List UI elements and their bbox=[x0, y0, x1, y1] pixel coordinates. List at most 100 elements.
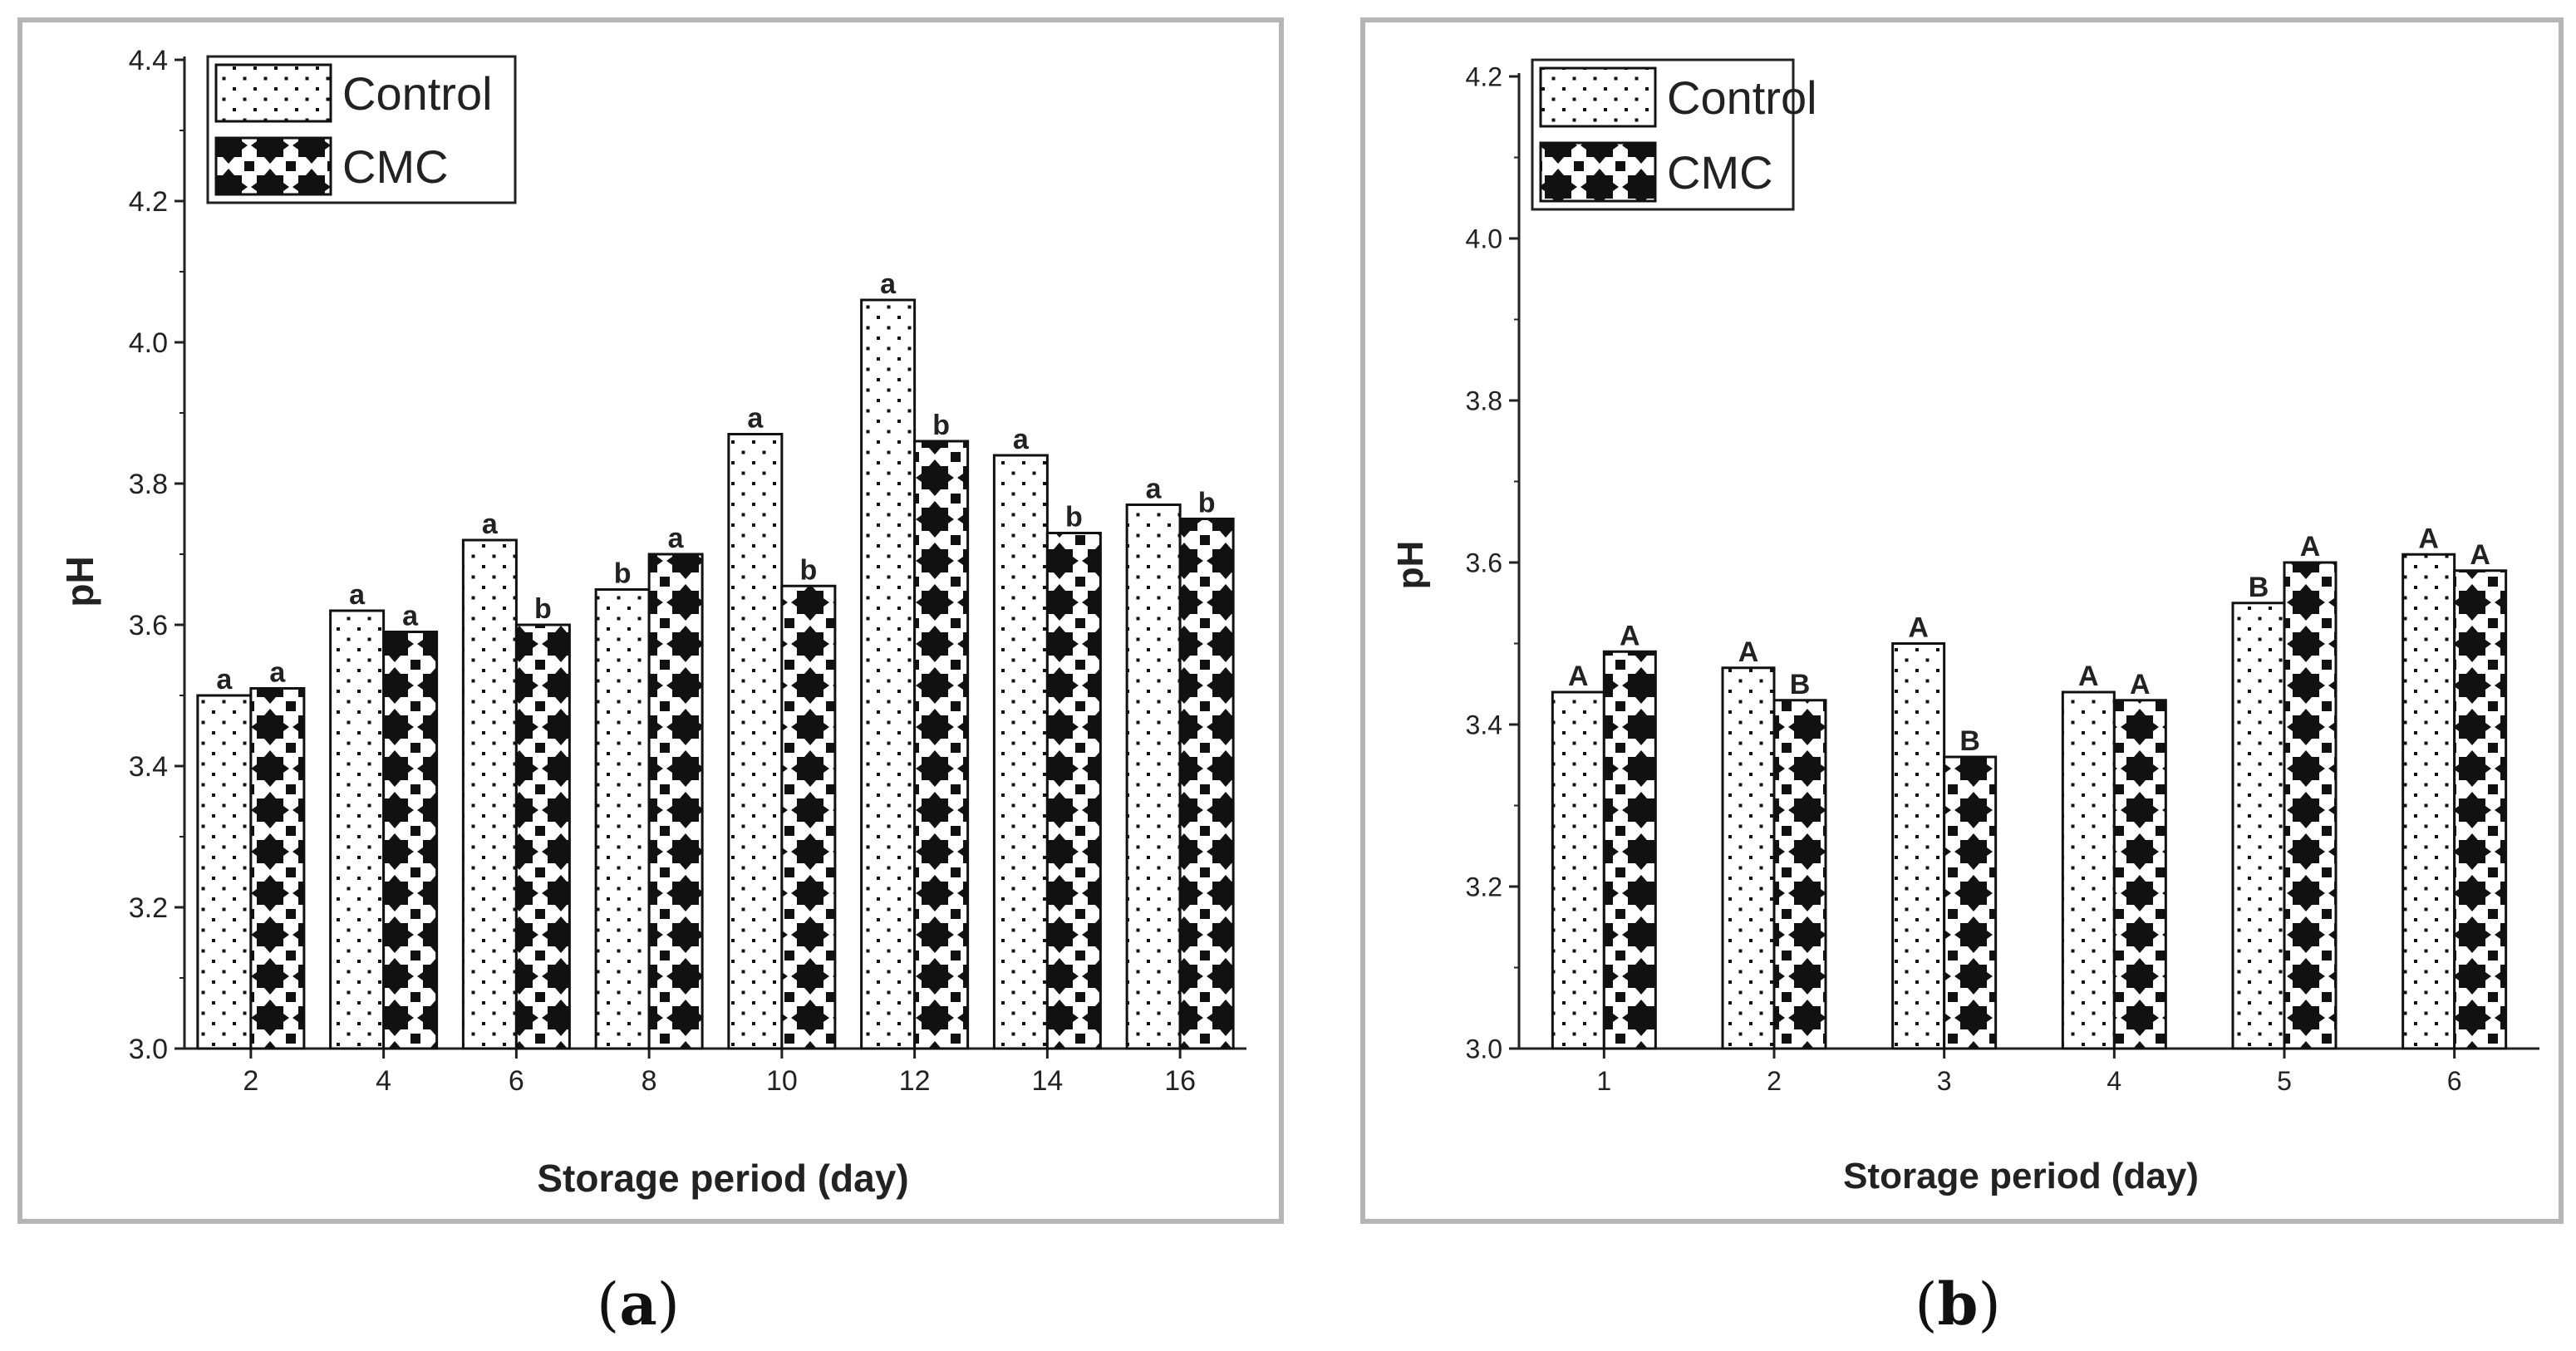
legend-swatch-cmc bbox=[1539, 141, 1657, 203]
bar-cmc-12 bbox=[913, 440, 970, 1050]
y-tick-label: 3.4 bbox=[1466, 710, 1502, 740]
x-tick-label: 14 bbox=[1031, 1065, 1063, 1097]
significance-label: B bbox=[1790, 669, 1811, 700]
legend-swatch-control bbox=[1539, 66, 1657, 128]
significance-label: a bbox=[1146, 474, 1163, 505]
panel-a-legend: Control CMC bbox=[206, 55, 517, 204]
bar-cmc-2 bbox=[1772, 699, 1827, 1050]
bar-cmc-8 bbox=[647, 553, 704, 1050]
panel-b-caption: (b) bbox=[1915, 1270, 2001, 1339]
panel-b-axes: 3.0 3.2 3.4 3.6 3.8 4.0 4.2 1 2 3 4 5 6 bbox=[1466, 62, 2539, 1096]
bar-control-10 bbox=[727, 433, 784, 1050]
bar-cmc-3 bbox=[1943, 755, 1998, 1050]
x-tick-label: 3 bbox=[1937, 1066, 1952, 1096]
significance-label: a bbox=[216, 664, 233, 695]
x-tick-label: 6 bbox=[2447, 1066, 2462, 1096]
y-tick-label: 4.2 bbox=[1466, 62, 1502, 92]
bar-cmc-10 bbox=[780, 584, 837, 1050]
bar-control-6 bbox=[2401, 553, 2456, 1050]
y-tick-label: 4.2 bbox=[129, 186, 168, 218]
legend-label-cmc: CMC bbox=[1667, 146, 1773, 199]
significance-label: A bbox=[2470, 539, 2490, 571]
x-tick-label: 12 bbox=[899, 1065, 931, 1097]
legend-label-cmc: CMC bbox=[342, 140, 449, 193]
bar-cmc-1 bbox=[1602, 650, 1657, 1050]
bar-cmc-16 bbox=[1178, 518, 1235, 1050]
panel-b-frame bbox=[1360, 17, 2564, 1224]
bar-control-12 bbox=[860, 298, 917, 1050]
panel-a: 3.03.23.43.63.84.04.24.42 4 6 8 10 12 14 16 a aa… bbox=[17, 17, 1284, 1339]
bar-cmc-6 bbox=[2453, 569, 2508, 1050]
bar-cmc-4 bbox=[382, 631, 439, 1050]
significance-label: A bbox=[2130, 669, 2151, 700]
significance-label: a bbox=[668, 523, 685, 554]
significance-label: b bbox=[1198, 488, 1216, 519]
panel-a-y-axis-label: pH bbox=[58, 556, 101, 607]
bar-cmc-5 bbox=[2283, 561, 2338, 1050]
bar-control-16 bbox=[1125, 504, 1182, 1050]
legend-label-control: Control bbox=[342, 67, 493, 120]
bar-control-6 bbox=[461, 538, 518, 1050]
bar-control-1 bbox=[1551, 690, 1605, 1050]
y-tick-label: 4.0 bbox=[1466, 224, 1502, 254]
y-tick-label: 4.0 bbox=[129, 327, 168, 359]
panel-b-legend: Control CMC bbox=[1531, 58, 1817, 211]
x-tick-label: 8 bbox=[642, 1065, 657, 1097]
x-tick-label: 1 bbox=[1596, 1066, 1611, 1096]
bar-control-4 bbox=[2061, 690, 2116, 1050]
significance-label: a bbox=[1013, 424, 1030, 455]
bar-cmc-4 bbox=[2112, 699, 2167, 1050]
bar-cmc-2 bbox=[249, 687, 306, 1050]
significance-label: a bbox=[269, 657, 286, 689]
x-tick-label: 10 bbox=[766, 1065, 798, 1097]
bar-control-4 bbox=[329, 609, 386, 1050]
y-tick-label: 3.0 bbox=[1466, 1034, 1502, 1064]
y-tick-label: 3.2 bbox=[129, 892, 168, 924]
panel-b-x-axis-label: Storage period (day) bbox=[1843, 1156, 2199, 1196]
x-tick-label: 4 bbox=[2107, 1066, 2121, 1096]
panel-b-bars bbox=[1551, 553, 2508, 1050]
significance-label: b bbox=[614, 558, 632, 590]
significance-label: b bbox=[534, 593, 552, 625]
y-tick-label: 3.2 bbox=[1466, 872, 1502, 902]
significance-label: A bbox=[1620, 620, 1640, 651]
panel-a-axes: 3.0 3.2 3.4 3.6 3.8 4.0 4.2 4.4 2 4 6 8 10 12 14 16 bbox=[129, 45, 1246, 1097]
bar-control-5 bbox=[2231, 602, 2286, 1050]
panel-a-frame bbox=[17, 17, 1284, 1224]
x-tick-label: 6 bbox=[509, 1065, 524, 1097]
bar-cmc-6 bbox=[514, 623, 571, 1050]
y-tick-label: 4.4 bbox=[129, 45, 168, 76]
x-tick-label: 2 bbox=[1767, 1066, 1782, 1096]
significance-label: A bbox=[1908, 612, 1929, 644]
panel-a-bars bbox=[196, 298, 1235, 1050]
y-tick-label: 3.0 bbox=[129, 1034, 168, 1065]
legend-swatch-cmc bbox=[214, 136, 332, 196]
y-tick-label: 3.4 bbox=[129, 751, 168, 783]
significance-label: A bbox=[1568, 661, 1589, 692]
panel-a-bar-labels: a a a a a b b a a b a b a b a b bbox=[216, 268, 1215, 695]
significance-label: A bbox=[2418, 523, 2439, 554]
significance-label: A bbox=[2078, 661, 2099, 692]
significance-label: b bbox=[1065, 502, 1083, 533]
panel-b-y-axis-label: pH bbox=[1390, 541, 1431, 590]
significance-label: B bbox=[1959, 725, 1980, 757]
significance-label: a bbox=[349, 579, 366, 611]
y-tick-label: 3.8 bbox=[129, 469, 168, 500]
panel-a-caption: (a) bbox=[597, 1270, 680, 1339]
significance-label: A bbox=[2300, 531, 2321, 563]
significance-label: a bbox=[402, 601, 419, 632]
x-tick-label: 16 bbox=[1164, 1065, 1196, 1097]
significance-label: b bbox=[799, 554, 817, 586]
bar-control-2 bbox=[1721, 666, 1776, 1050]
bar-control-14 bbox=[992, 454, 1049, 1050]
significance-label: a bbox=[747, 403, 764, 435]
significance-label: b bbox=[932, 410, 950, 441]
bar-control-8 bbox=[594, 588, 651, 1050]
x-tick-label: 2 bbox=[243, 1065, 258, 1097]
significance-label: a bbox=[482, 508, 499, 540]
significance-label: A bbox=[1738, 636, 1759, 668]
panel-a-x-axis-label: Storage period (day) bbox=[537, 1157, 908, 1200]
